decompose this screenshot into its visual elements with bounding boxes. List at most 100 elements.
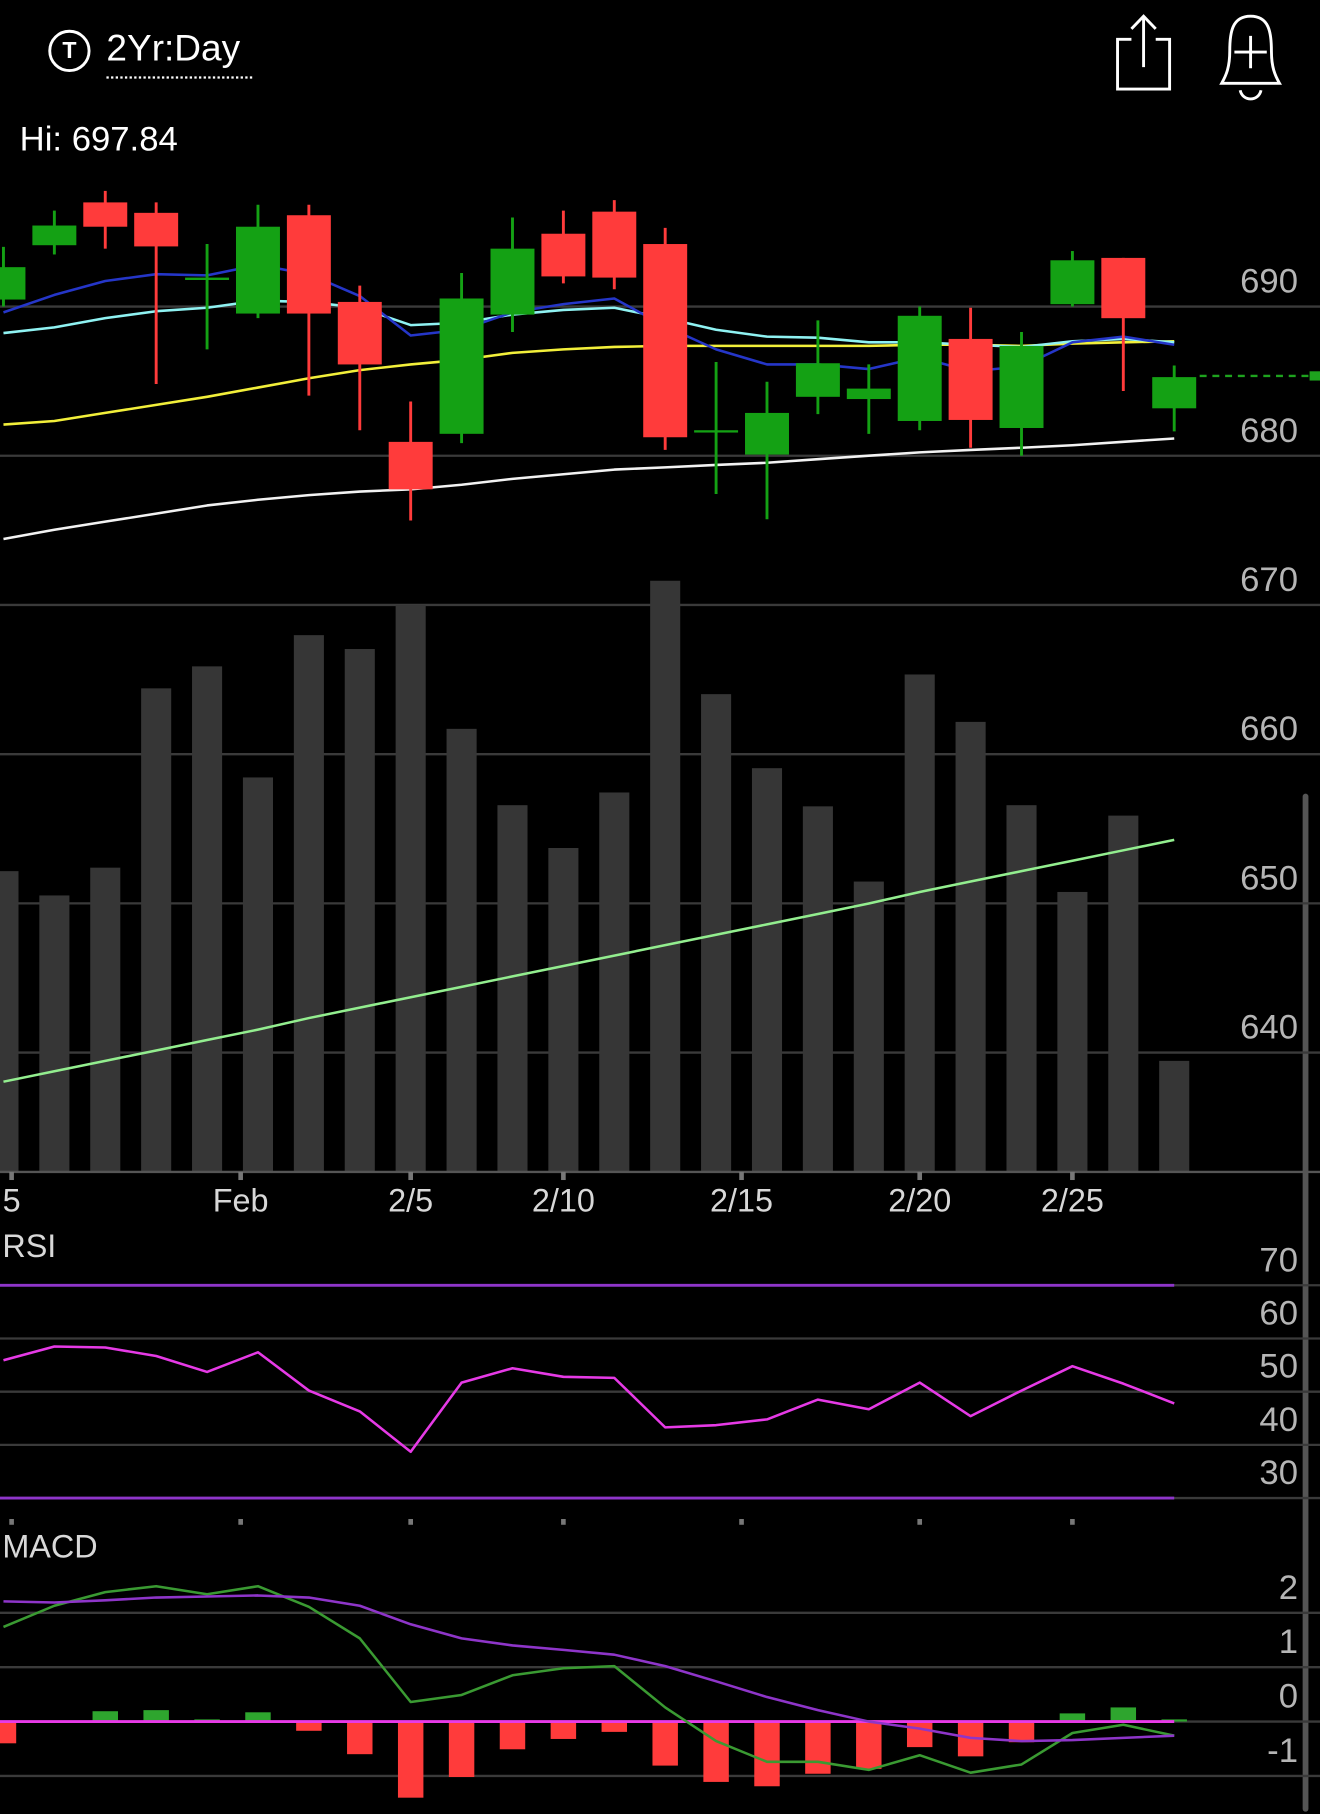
- candle-body: [541, 233, 586, 277]
- volume-bar: [1108, 815, 1139, 1172]
- panel-title: RSI: [2, 1228, 56, 1264]
- candle-body: [32, 225, 77, 246]
- header: T 2Yr:Day: [48, 14, 1283, 101]
- scrollbar[interactable]: [1302, 793, 1309, 1812]
- y-tick-label: 0: [1279, 1678, 1298, 1716]
- histogram-bar: [550, 1721, 577, 1739]
- histogram-bar: [652, 1721, 678, 1766]
- x-tick-label: Feb: [213, 1183, 269, 1219]
- x-tick-label: 2/20: [888, 1183, 951, 1219]
- histogram-bar: [906, 1721, 933, 1748]
- x-tick-label: 2/10: [532, 1183, 595, 1219]
- volume-bar: [751, 768, 783, 1172]
- histogram-bar: [143, 1710, 169, 1722]
- volume-bar: [1006, 805, 1037, 1172]
- volume-bar: [955, 721, 986, 1172]
- histogram-bar: [856, 1721, 882, 1769]
- panel-title: MACD: [2, 1529, 97, 1565]
- y-tick-label: 70: [1259, 1241, 1298, 1279]
- y-tick-label: 1: [1279, 1623, 1298, 1661]
- histogram-bar: [397, 1721, 424, 1798]
- badge-letter: T: [62, 37, 76, 63]
- volume-bar: [395, 605, 426, 1172]
- y-tick-label: 650: [1240, 859, 1298, 897]
- histogram-bar: [448, 1721, 475, 1778]
- y-tick-label: 690: [1240, 263, 1298, 301]
- candle-body: [235, 226, 280, 314]
- candle-body: [694, 430, 739, 433]
- badge-icon[interactable]: [48, 29, 91, 73]
- histogram-bar: [92, 1711, 118, 1722]
- volume-bar: [548, 847, 579, 1172]
- histogram-bar: [245, 1712, 271, 1722]
- y-tick-label: 50: [1259, 1348, 1298, 1386]
- bell-plus: [1234, 35, 1267, 69]
- volume-bar: [39, 895, 70, 1172]
- y-tick-label: 660: [1240, 710, 1298, 748]
- histogram-bar: [805, 1721, 831, 1774]
- volume-bar: [904, 674, 935, 1172]
- histogram-bar: [601, 1721, 628, 1732]
- volume-bar: [192, 666, 223, 1172]
- alert-button[interactable]: [1219, 14, 1283, 101]
- candle-body: [337, 301, 382, 365]
- volume-bar: [802, 806, 833, 1172]
- y-tick-label: -1: [1267, 1732, 1298, 1770]
- histogram-bar: [499, 1721, 526, 1750]
- candle-body: [897, 315, 942, 421]
- volume-bar: [650, 580, 681, 1172]
- candle-body: [846, 388, 891, 400]
- indicator-line: [3, 1345, 1175, 1454]
- bell-clapper: [1238, 89, 1263, 101]
- candle-body: [0, 267, 26, 300]
- candle-body: [1050, 260, 1095, 305]
- candle-body: [745, 412, 789, 455]
- histogram-bar: [1110, 1707, 1137, 1722]
- last-price-marker: [1309, 371, 1320, 381]
- share-button[interactable]: [1116, 14, 1172, 91]
- volume-bar: [344, 649, 375, 1172]
- x-tick-label: 5: [3, 1183, 21, 1219]
- histogram-bar: [1008, 1721, 1035, 1743]
- volume-bar: [90, 867, 121, 1172]
- share-box: [1116, 37, 1172, 91]
- histogram-bar: [1059, 1713, 1086, 1722]
- histogram-bar: [347, 1721, 373, 1755]
- candle-body: [999, 345, 1044, 428]
- volume-bar: [853, 881, 884, 1172]
- candle-body: [490, 248, 535, 315]
- candle-body: [948, 338, 993, 420]
- volume-bar: [599, 792, 630, 1172]
- x-tick-label: 2/5: [388, 1183, 433, 1219]
- high-label: Hi: 697.84: [20, 120, 178, 158]
- volume-bar: [1057, 891, 1088, 1172]
- range-selector[interactable]: 2Yr:Day: [106, 27, 240, 69]
- indicator-line: [3, 437, 1175, 541]
- candle-body: [1101, 257, 1146, 319]
- x-tick-label: 2/15: [710, 1183, 773, 1219]
- candle-body: [286, 215, 331, 314]
- candle-body: [795, 363, 840, 397]
- indicator-line: [3, 1594, 1175, 1743]
- y-tick-label: 40: [1259, 1401, 1298, 1439]
- candle-body: [592, 211, 637, 278]
- histogram-bar: [754, 1721, 780, 1787]
- volume-bar: [0, 871, 19, 1172]
- share-arrow: [1130, 14, 1157, 68]
- volume-average: [3, 838, 1175, 1083]
- candle-body: [388, 441, 433, 490]
- candle-body: [134, 212, 179, 247]
- x-tick-label: 2/25: [1041, 1183, 1104, 1219]
- candle-body: [1152, 377, 1197, 409]
- volume-bar: [242, 777, 274, 1172]
- y-tick-label: 670: [1240, 561, 1298, 599]
- y-tick-label: 640: [1240, 1009, 1298, 1047]
- candle-body: [643, 244, 688, 438]
- y-tick-label: 60: [1259, 1295, 1298, 1333]
- histogram-bar: [296, 1721, 322, 1731]
- volume-bar: [497, 805, 528, 1172]
- volume-bar: [1159, 1060, 1190, 1172]
- y-tick-label: 2: [1279, 1569, 1298, 1607]
